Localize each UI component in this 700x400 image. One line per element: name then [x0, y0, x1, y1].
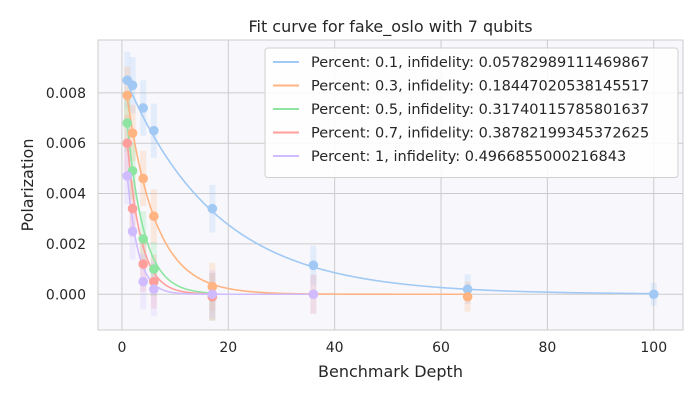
x-tick-label: 0	[117, 340, 126, 356]
data-point-series-2	[462, 291, 473, 302]
x-axis-title: Benchmark Depth	[318, 362, 463, 381]
data-point-series-2	[138, 173, 149, 184]
legend: Percent: 0.1, infidelity: 0.057829891114…	[264, 47, 679, 178]
legend-label: Percent: 0.5, infidelity: 0.317401157858…	[311, 102, 649, 118]
data-point-series-1	[648, 289, 659, 300]
data-points	[122, 75, 659, 302]
y-tick-labels: 0.000 0.002 0.004 0.006 0.008	[46, 86, 86, 303]
data-point-series-5	[207, 289, 218, 300]
legend-label: Percent: 1, infidelity: 0.49668550002168…	[311, 149, 626, 165]
data-point-series-4	[122, 138, 133, 149]
y-tick-label: 0.006	[46, 136, 86, 152]
data-point-series-3	[122, 118, 133, 128]
data-point-series-5	[138, 276, 149, 287]
chart-title: Fit curve for fake_oslo with 7 qubits	[248, 17, 532, 37]
data-point-series-5	[308, 289, 319, 300]
legend-label: Percent: 0.7, infidelity: 0.387821993453…	[311, 126, 649, 142]
data-point-series-1	[462, 284, 473, 295]
data-point-series-5	[122, 171, 133, 181]
fit-curve-series-3	[126, 123, 213, 294]
data-point-series-4	[149, 276, 159, 287]
data-point-series-2	[127, 128, 138, 138]
y-axis-title: Polarization	[18, 139, 37, 232]
data-point-series-5	[127, 226, 138, 237]
x-tick-label: 100	[640, 340, 667, 356]
data-point-series-4	[127, 203, 138, 214]
data-point-series-1	[138, 103, 149, 113]
data-point-series-2	[122, 90, 133, 101]
data-point-series-4	[138, 259, 149, 269]
x-tick-label: 20	[219, 340, 237, 356]
y-tick-label: 0.000	[46, 287, 86, 303]
data-point-series-1	[127, 80, 138, 91]
y-tick-label: 0.002	[46, 237, 86, 253]
data-point-series-1	[308, 260, 319, 271]
data-point-series-3	[149, 264, 159, 274]
data-point-series-2	[207, 281, 218, 292]
legend-box	[264, 47, 679, 178]
data-point-series-1	[149, 125, 159, 136]
y-tick-label: 0.008	[46, 86, 86, 102]
x-tick-label: 80	[538, 340, 556, 356]
x-tick-label: 40	[326, 340, 344, 356]
x-tick-label: 60	[432, 340, 450, 356]
data-point-series-3	[138, 234, 149, 244]
x-tick-labels: 0 20 40 60 80 100	[117, 340, 667, 356]
legend-label: Percent: 0.1, infidelity: 0.057829891114…	[311, 55, 649, 71]
legend-label: Percent: 0.3, infidelity: 0.184470205381…	[311, 79, 649, 95]
data-point-series-1	[207, 203, 218, 214]
y-tick-label: 0.004	[46, 187, 86, 203]
fit-curve-series-1	[126, 82, 654, 295]
data-point-series-5	[149, 284, 159, 295]
data-point-series-2	[149, 211, 159, 222]
